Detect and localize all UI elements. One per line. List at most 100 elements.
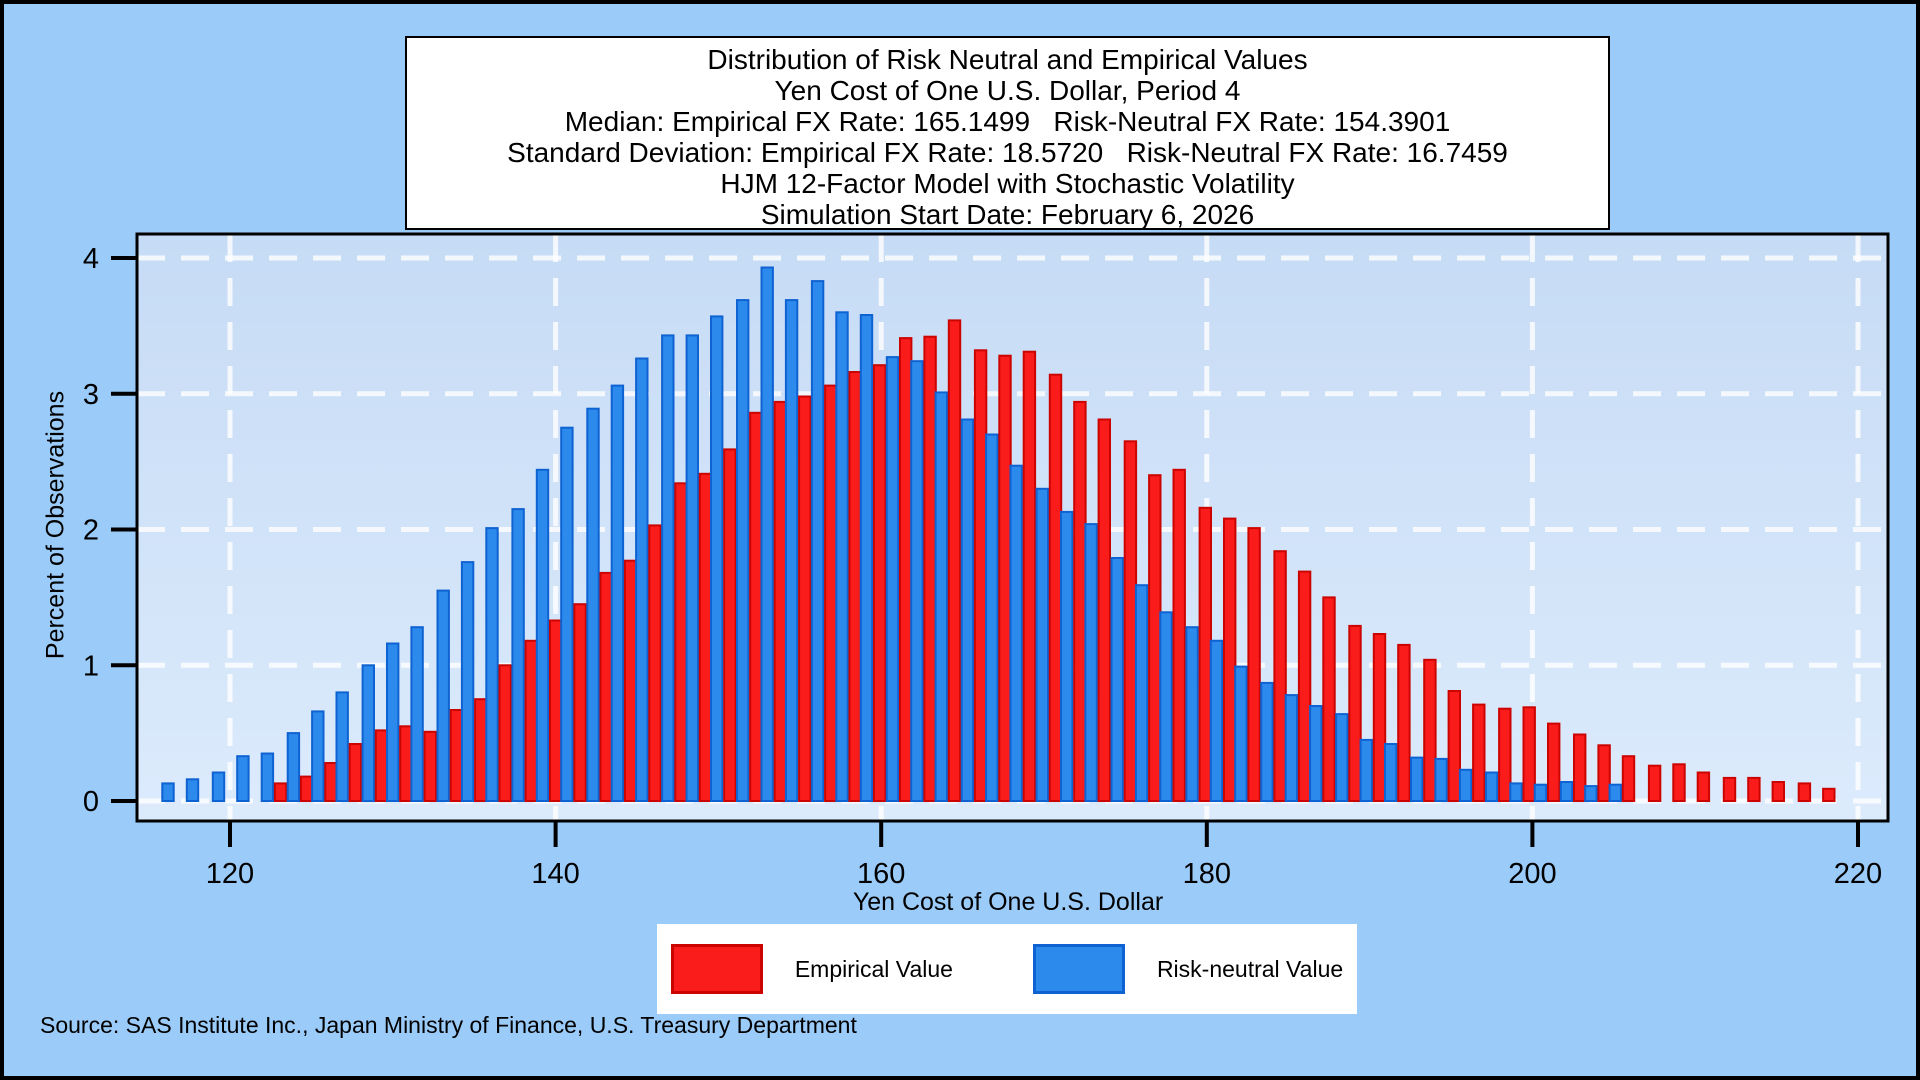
- x-tick-label: 200: [1508, 858, 1556, 890]
- bar-risk-neutral: [685, 334, 699, 802]
- bar-risk-neutral: [1509, 782, 1523, 803]
- bar-risk-neutral: [736, 299, 750, 802]
- bar-risk-neutral: [610, 384, 625, 802]
- bar-empirical: [1547, 722, 1561, 802]
- bar-risk-neutral: [361, 664, 376, 803]
- x-tick-label: 180: [1183, 858, 1231, 890]
- bar-risk-neutral: [835, 311, 849, 802]
- bar-empirical: [1223, 517, 1237, 802]
- legend: Empirical Value Risk-neutral Value: [657, 924, 1357, 1014]
- bar-empirical: [1522, 706, 1536, 802]
- bar-risk-neutral: [560, 426, 574, 802]
- bar-empirical: [449, 709, 464, 802]
- bar-empirical: [374, 729, 389, 803]
- bar-empirical: [698, 472, 713, 802]
- bar-risk-neutral: [1533, 783, 1548, 803]
- bar-risk-neutral: [1234, 665, 1248, 802]
- bar-empirical: [623, 559, 638, 803]
- bar-risk-neutral: [1159, 611, 1173, 802]
- bar-risk-neutral: [211, 771, 226, 802]
- bar-risk-neutral: [885, 356, 900, 802]
- bar-risk-neutral: [511, 508, 525, 802]
- bar-empirical: [599, 571, 613, 803]
- bar-empirical: [1472, 703, 1486, 802]
- bar-risk-neutral: [661, 334, 675, 802]
- x-tick-label: 160: [857, 858, 905, 890]
- bar-empirical: [1498, 707, 1512, 803]
- title-box: Distribution of Risk Neutral and Empiric…: [405, 36, 1610, 230]
- bar-empirical: [824, 384, 838, 802]
- bar-empirical: [1372, 633, 1387, 802]
- bar-empirical: [348, 743, 363, 802]
- bar-risk-neutral: [586, 407, 600, 802]
- bar-empirical: [399, 725, 413, 802]
- empirical-swatch: [670, 944, 763, 994]
- bar-empirical: [1797, 782, 1812, 803]
- bar-risk-neutral: [236, 755, 250, 803]
- bar-empirical: [947, 319, 962, 802]
- y-tick-label: 3: [83, 379, 99, 411]
- bar-empirical: [749, 411, 763, 802]
- bar-risk-neutral: [260, 752, 275, 802]
- title-line-model: HJM 12-Factor Model with Stochastic Vola…: [720, 168, 1295, 199]
- bar-empirical: [648, 524, 662, 803]
- bar-empirical: [423, 730, 438, 802]
- bar-empirical: [923, 335, 937, 802]
- bar-risk-neutral: [535, 468, 550, 802]
- histogram-plot: 120 140 160 180 200 220 0 1 2 3 4: [83, 232, 1890, 890]
- bar-risk-neutral: [1185, 626, 1199, 803]
- bar-empirical: [1771, 781, 1785, 802]
- legend-item-risk-neutral: Risk-neutral Value: [1032, 944, 1343, 994]
- bar-risk-neutral: [1608, 783, 1622, 803]
- bar-risk-neutral: [1384, 743, 1398, 802]
- bar-empirical: [299, 775, 314, 802]
- bar-risk-neutral: [1035, 487, 1049, 802]
- bar-risk-neutral: [1309, 705, 1323, 802]
- title-line-median: Median: Empirical FX Rate: 165.1499 Risk…: [564, 106, 1451, 137]
- bar-risk-neutral: [460, 561, 475, 802]
- risk-neutral-swatch: [1032, 944, 1125, 994]
- bar-risk-neutral: [161, 782, 175, 803]
- bar-risk-neutral: [335, 691, 349, 803]
- bar-risk-neutral: [286, 732, 301, 802]
- bar-risk-neutral: [410, 626, 424, 803]
- y-axis-title: Percent of Observations: [41, 390, 70, 660]
- bar-empirical: [1123, 440, 1138, 802]
- bar-empirical: [899, 337, 913, 802]
- bar-risk-neutral: [1284, 694, 1299, 802]
- bar-risk-neutral: [985, 433, 999, 802]
- bar-risk-neutral: [810, 280, 825, 803]
- bar-empirical: [1348, 624, 1362, 803]
- source-credit: Source: SAS Institute Inc., Japan Minist…: [40, 1012, 857, 1038]
- empirical-label: Empirical Value: [794, 955, 953, 982]
- y-tick-label: 1: [83, 650, 99, 682]
- bar-empirical: [973, 349, 988, 802]
- title-line-stddev: Standard Deviation: Empirical FX Rate: 1…: [507, 137, 1508, 168]
- bar-empirical: [1597, 744, 1611, 802]
- bar-risk-neutral: [934, 391, 948, 802]
- bar-risk-neutral: [960, 418, 975, 802]
- bar-empirical: [1048, 373, 1063, 802]
- bar-empirical: [1097, 418, 1111, 802]
- bar-empirical: [1672, 763, 1686, 802]
- bar-risk-neutral: [1458, 768, 1473, 802]
- bar-risk-neutral: [436, 589, 450, 802]
- bar-risk-neutral: [1110, 557, 1124, 802]
- bar-risk-neutral: [1134, 584, 1149, 803]
- y-tick-label: 0: [83, 786, 99, 818]
- bar-risk-neutral: [1434, 757, 1448, 803]
- bar-risk-neutral: [784, 299, 799, 802]
- bar-empirical: [1073, 400, 1087, 802]
- bar-risk-neutral: [1559, 781, 1574, 802]
- bar-risk-neutral: [635, 357, 649, 802]
- bar-risk-neutral: [485, 527, 499, 802]
- bar-risk-neutral: [1260, 681, 1274, 803]
- bar-empirical: [524, 639, 538, 802]
- bar-empirical: [1722, 776, 1737, 803]
- x-tick-label: 140: [531, 858, 579, 890]
- bar-empirical: [1621, 755, 1636, 803]
- bar-empirical: [1297, 570, 1312, 802]
- bar-empirical: [1322, 596, 1336, 803]
- bar-empirical: [1747, 776, 1761, 803]
- bar-empirical: [1423, 658, 1437, 802]
